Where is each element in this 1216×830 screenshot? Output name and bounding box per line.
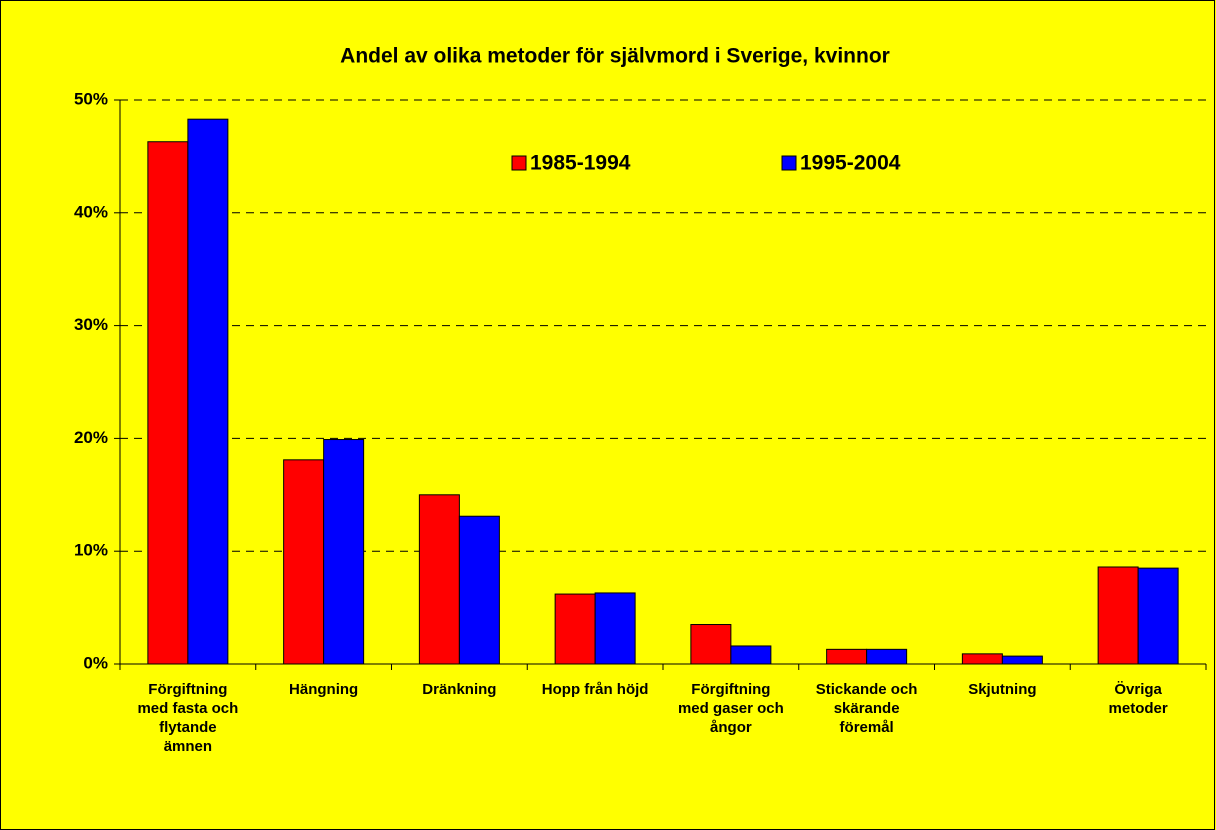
bar — [826, 648, 868, 665]
legend-swatch — [511, 155, 527, 171]
y-tick-label: 30% — [74, 315, 108, 334]
x-tick-label: Förgiftning med fasta och flytande ämnen — [137, 681, 239, 755]
legend-label: 1985-1994 — [530, 152, 631, 175]
x-tick-label: Förgiftning med gaser och ångor — [677, 681, 784, 736]
y-tick-label: 40% — [74, 202, 108, 221]
bar — [1097, 566, 1139, 665]
bar — [283, 459, 325, 665]
legend-swatch — [781, 155, 797, 171]
x-tick-label: Stickande och skärande föremål — [815, 681, 918, 736]
bar — [458, 515, 500, 665]
x-tick-label: Dränkning — [422, 681, 497, 698]
bar — [323, 439, 365, 665]
bar — [690, 624, 732, 665]
bar — [554, 593, 596, 665]
bar — [1137, 567, 1179, 665]
y-tick-label: 20% — [74, 428, 108, 447]
bar — [1001, 655, 1043, 665]
y-tick-label: 0% — [83, 653, 108, 672]
bar — [730, 645, 772, 665]
bar — [418, 494, 460, 665]
chart-title: Andel av olika metoder för självmord i S… — [340, 45, 890, 68]
bar — [594, 592, 636, 665]
y-tick-label: 10% — [74, 541, 108, 560]
x-tick-label: Hängning — [289, 681, 359, 698]
y-tick-label: 50% — [74, 89, 108, 108]
bar — [147, 141, 189, 665]
legend-label: 1995-2004 — [800, 152, 901, 175]
bar — [187, 118, 229, 665]
bar — [866, 648, 908, 665]
x-tick-label: Skjutning — [968, 681, 1037, 698]
x-tick-label: Övriga metoder — [1108, 681, 1168, 717]
x-tick-label: Hopp från höjd — [541, 681, 649, 698]
bar — [961, 653, 1003, 665]
